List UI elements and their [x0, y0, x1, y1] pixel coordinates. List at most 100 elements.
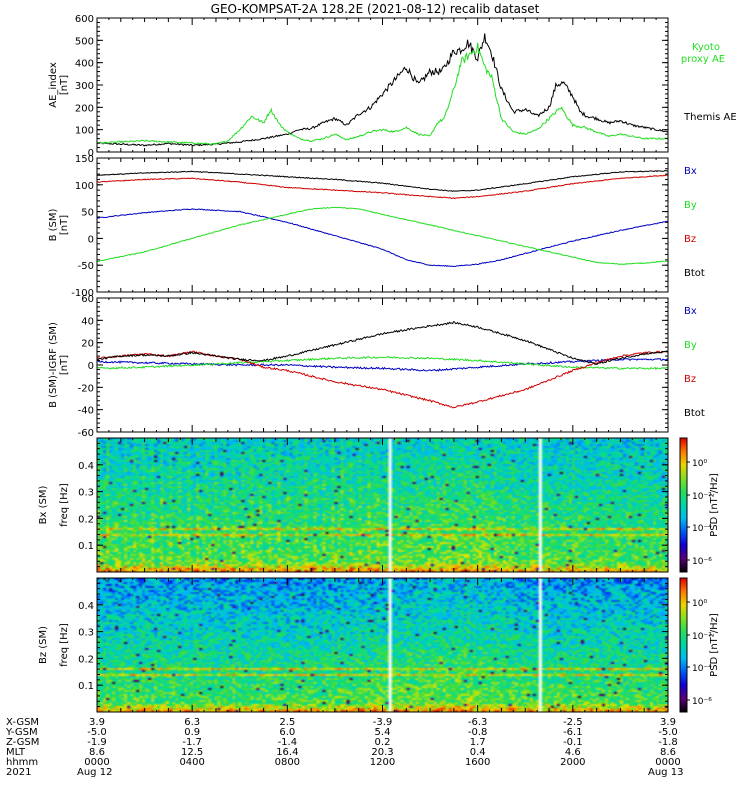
panel-4-colorbar-tick-label: 10⁰ — [692, 599, 707, 609]
legend-kyoto-line2: proxy AE — [681, 54, 725, 65]
panel-2-ytick-label: 0 — [88, 361, 94, 372]
ephemeris-value: 3.9 — [660, 717, 676, 728]
ephemeris-value: 6.3 — [184, 717, 200, 728]
ephemeris-value: 0400 — [179, 757, 204, 768]
panel-1-legend-bx: Bx — [684, 166, 697, 177]
panel-0-ytick-label: 600 — [75, 14, 94, 25]
panel-3-colorbar-tick-label: 10⁰ — [692, 459, 707, 469]
panel-4-colorbar-label: PSD [nT²/Hz] — [709, 613, 720, 677]
ephemeris-value: -1.9 — [87, 737, 107, 748]
panel-1-series-btot — [96, 169, 669, 192]
ephemeris-value: -0.1 — [563, 737, 583, 748]
panel-0-ytick-label: 0 — [88, 148, 94, 159]
ephemeris-row-label-2021: 2021 — [6, 767, 31, 778]
ephemeris-value: -1.8 — [658, 737, 678, 748]
ephemeris-value: 0000 — [655, 757, 680, 768]
panel-1-legend-bz: Bz — [684, 234, 696, 245]
ephemeris-row-label-y-gsm: Y-GSM — [5, 727, 38, 738]
ephemeris-value: -3.9 — [373, 717, 393, 728]
ephemeris-value: 0.9 — [184, 727, 200, 738]
ephemeris-row-label-hhmm: hhmm — [6, 757, 38, 768]
panel-1-ytick-label: 100 — [75, 181, 94, 192]
ephemeris-value: 12.5 — [181, 747, 203, 758]
ephemeris-value: 16.4 — [276, 747, 298, 758]
panel-1-ylabel: B (SM) — [48, 208, 59, 241]
panel-2-ytick-label: 20 — [81, 339, 94, 350]
panel-3-colorbar — [679, 437, 688, 573]
ephemeris-value: 2000 — [560, 757, 585, 768]
panel-4-frame — [96, 577, 669, 713]
panel-2-series-bz — [96, 350, 669, 409]
panel-3-ylabel: Bx (SM) — [38, 486, 49, 525]
ephemeris-value: -0.8 — [468, 727, 488, 738]
panel-4-colorbar — [679, 577, 688, 713]
panel-1-series-bz — [96, 174, 669, 200]
panel-1-ylabel-unit: [nT] — [59, 215, 70, 235]
panel-2-legend-bz: Bz — [684, 374, 696, 385]
panel-2-legend-by: By — [684, 340, 697, 351]
panel-4-ylabel-unit: freq [Hz] — [59, 623, 70, 667]
ephemeris-value: -6.1 — [563, 727, 583, 738]
panel-0-series-kyoto-proxy-ae — [96, 42, 669, 146]
panel-3-ylabel-unit: freq [Hz] — [59, 483, 70, 527]
panel-2-ytick-label: 40 — [81, 316, 94, 327]
panel-4-colorbar-tick-label: 10⁻² — [692, 632, 712, 642]
panel-2-ytick-label: -60 — [78, 428, 94, 439]
panel-4-heatmap — [97, 578, 668, 712]
ephemeris-value: 1600 — [465, 757, 490, 768]
panel-0-ytick-label: 400 — [75, 59, 94, 70]
ephemeris-value: Aug 13 — [648, 767, 683, 778]
panel-0-ytick-label: 300 — [75, 81, 94, 92]
panel-1-ytick-label: 0 — [88, 234, 94, 245]
panel-1-series-by — [96, 206, 669, 265]
ephemeris-value: 4.6 — [565, 747, 581, 758]
panel-3-frame — [96, 437, 669, 573]
ephemeris-row-label-z-gsm: Z-GSM — [6, 737, 39, 748]
figure-title: GEO-KOMPSAT-2A 128.2E (2021-08-12) recal… — [210, 2, 540, 16]
panel-2-series-by — [96, 355, 669, 371]
panel-3-colorbar-label: PSD [nT²/Hz] — [709, 473, 720, 537]
ephemeris-value: 1.7 — [470, 737, 486, 748]
panel-1-series-bx — [96, 208, 668, 268]
panel-0-ytick-label: 200 — [75, 103, 94, 114]
ephemeris-value: 20.3 — [371, 747, 393, 758]
ephemeris-value: 8.6 — [660, 747, 676, 758]
panel-2-legend-btot: Btot — [684, 408, 705, 419]
legend-themis: Themis AE — [683, 112, 737, 123]
panel-1-frame — [96, 157, 669, 293]
panel-2-ytick-label: -20 — [78, 383, 94, 394]
ephemeris-value: 0.2 — [375, 737, 391, 748]
ephemeris-row-label-x-gsm: X-GSM — [6, 717, 39, 728]
panel-2-series-btot — [96, 321, 669, 365]
panel-4-colorbar-tick-label: 10⁻⁶ — [692, 697, 712, 707]
panel-2-ylabel-unit: [nT] — [59, 355, 70, 375]
ephemeris-value: -5.0 — [87, 727, 107, 738]
panel-4-colorbar-tick-label: 10⁻⁴ — [692, 664, 712, 674]
legend-kyoto-line1: Kyoto — [692, 42, 720, 53]
panel-3-colorbar-tick-label: 10⁻⁴ — [692, 524, 712, 534]
panel-3-ytick-label: 0.4 — [78, 461, 94, 472]
ephemeris-value: 0.4 — [470, 747, 486, 758]
panel-1-ytick-label: -50 — [78, 261, 94, 272]
ephemeris-value: Aug 12 — [77, 767, 112, 778]
panel-0-ylabel-unit: [nT] — [59, 75, 70, 95]
ephemeris-value: 3.9 — [89, 717, 105, 728]
panel-1-legend-btot: Btot — [684, 268, 705, 279]
ephemeris-value: -5.0 — [658, 727, 678, 738]
panel-2-frame — [96, 297, 669, 433]
panel-0-ytick-label: 100 — [75, 126, 94, 137]
panel-2-series-bx — [96, 358, 669, 372]
panel-3-heatmap — [97, 438, 668, 572]
ephemeris-value: 1200 — [370, 757, 395, 768]
panel-4-ytick-label: 0.1 — [78, 681, 94, 692]
ephemeris-value: 5.4 — [375, 727, 391, 738]
ephemeris-value: -1.4 — [278, 737, 298, 748]
ephemeris-value: 6.0 — [279, 727, 295, 738]
panel-4-ytick-label: 0.2 — [78, 654, 94, 665]
panel-2-ytick-label: 60 — [81, 294, 94, 305]
panel-2-legend-bx: Bx — [684, 306, 697, 317]
panel-1-ytick-label: 150 — [75, 154, 94, 165]
ephemeris-value: 0800 — [275, 757, 300, 768]
